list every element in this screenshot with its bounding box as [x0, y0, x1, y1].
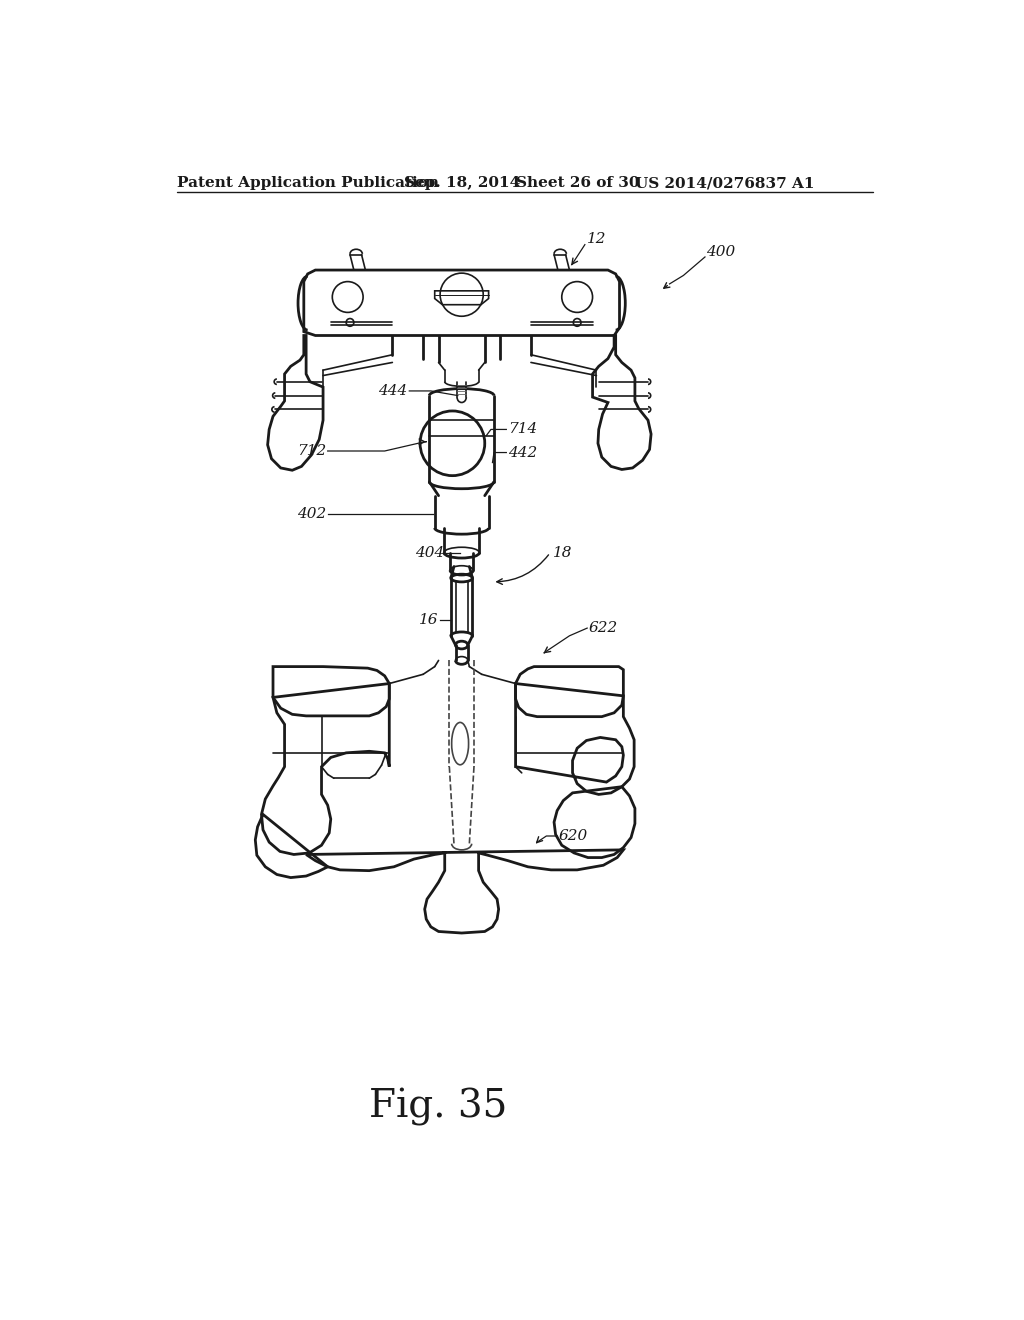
Text: US 2014/0276837 A1: US 2014/0276837 A1 [635, 176, 814, 190]
Text: 404: 404 [416, 545, 444, 560]
Text: 402: 402 [297, 507, 326, 521]
Text: 12: 12 [587, 232, 606, 247]
Text: Patent Application Publication: Patent Application Publication [177, 176, 438, 190]
Text: 622: 622 [589, 622, 617, 635]
Text: 442: 442 [508, 446, 538, 459]
Text: 444: 444 [379, 384, 408, 397]
Text: 400: 400 [707, 246, 736, 259]
Text: Sep. 18, 2014: Sep. 18, 2014 [403, 176, 520, 190]
Text: 712: 712 [297, 444, 326, 458]
Text: Fig. 35: Fig. 35 [370, 1088, 508, 1126]
Text: Sheet 26 of 30: Sheet 26 of 30 [515, 176, 639, 190]
Text: 16: 16 [419, 614, 438, 627]
Text: 620: 620 [559, 829, 588, 843]
Text: 714: 714 [508, 422, 538, 437]
Text: 18: 18 [553, 545, 572, 560]
